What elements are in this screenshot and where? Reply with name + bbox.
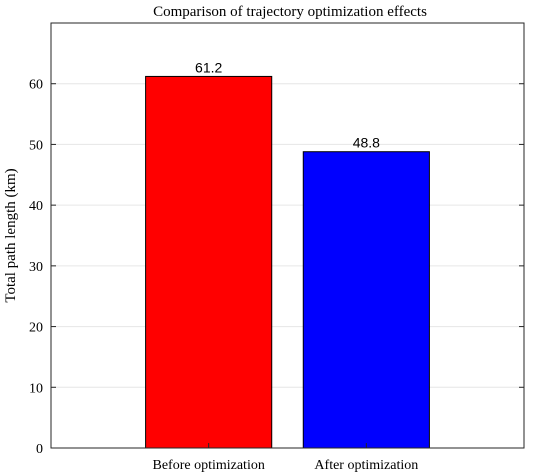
x-tick-label: Before optimization (152, 458, 264, 473)
chart-title: Comparison of trajectory optimization ef… (153, 4, 427, 20)
y-tick-label: 20 (29, 321, 43, 336)
y-tick-label: 0 (36, 442, 43, 457)
bar-1 (145, 75, 273, 449)
bar-2 (302, 151, 430, 449)
y-tick-label: 50 (29, 138, 43, 153)
tick-layer: 0 10 20 30 40 50 60 Before optimization After op… (29, 78, 524, 473)
bar-data-label: 48.8 (353, 135, 380, 151)
x-tick-label: After optimization (314, 458, 418, 473)
y-tick-label: 30 (29, 260, 43, 275)
bar-data-label: 61.2 (195, 59, 222, 75)
y-tick-label: 40 (29, 199, 43, 214)
y-tick-label: 10 (29, 381, 43, 396)
y-tick-label: 60 (29, 78, 43, 93)
grid-layer (51, 83, 524, 388)
y-axis-label: Total path length (km) (3, 168, 19, 302)
plot-frame (50, 22, 525, 449)
bar-layer: 61.2 48.8 (145, 59, 430, 449)
